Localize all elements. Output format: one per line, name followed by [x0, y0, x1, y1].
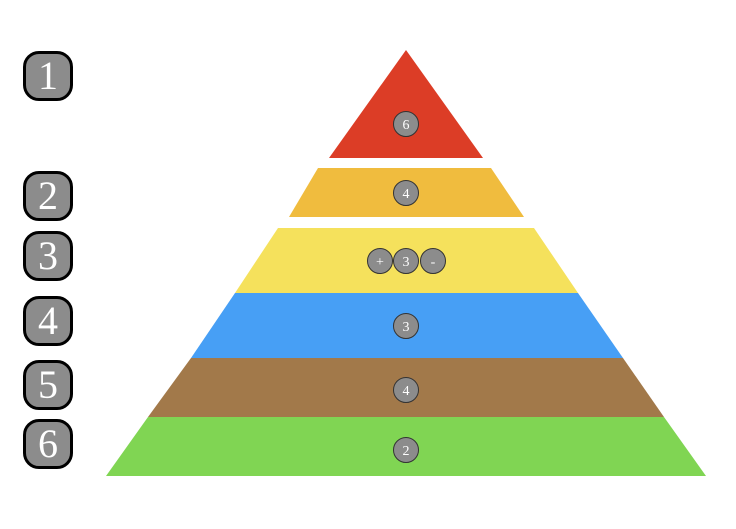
tier-6-value-badge: 2	[393, 437, 419, 463]
tier-6-value: 2	[403, 444, 410, 459]
tier-1-value: 6	[403, 118, 410, 133]
tier-4-value-badge: 3	[393, 313, 419, 339]
tier-3-increment-button[interactable]: +	[367, 248, 393, 274]
level-4-badge: 4	[23, 296, 73, 346]
tier-3-value: 3	[403, 255, 410, 270]
minus-icon: -	[431, 255, 436, 270]
level-3-badge: 3	[23, 231, 73, 281]
tier-4-value: 3	[403, 320, 410, 335]
tier-5-value: 4	[403, 384, 410, 399]
tier-3-decrement-button[interactable]: -	[420, 248, 446, 274]
tier-1-value-badge: 6	[393, 111, 419, 137]
tier-2-value-badge: 4	[393, 180, 419, 206]
level-6-badge: 6	[23, 419, 73, 469]
tier-2-value: 4	[403, 187, 410, 202]
level-1-badge: 1	[23, 51, 73, 101]
level-2-badge: 2	[23, 171, 73, 221]
pyramid-tier-1[interactable]	[329, 50, 483, 158]
plus-icon: +	[376, 255, 384, 270]
tier-5-value-badge: 4	[393, 377, 419, 403]
tier-3-value-badge: 3	[393, 248, 419, 274]
level-5-badge: 5	[23, 360, 73, 410]
